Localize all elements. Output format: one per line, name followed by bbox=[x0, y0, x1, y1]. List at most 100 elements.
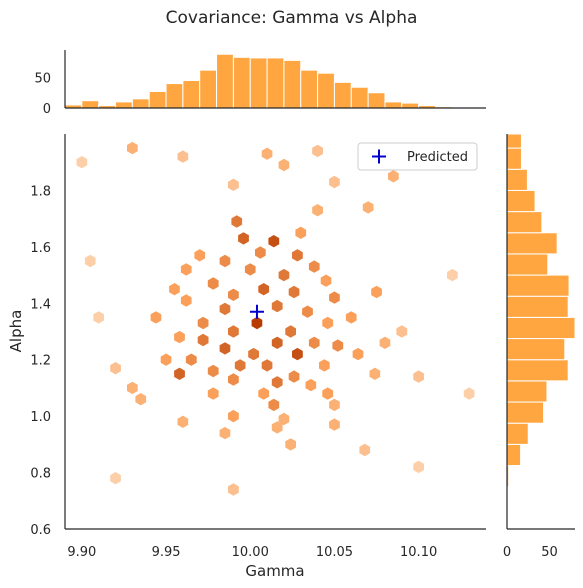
hexbin-cell bbox=[292, 249, 303, 262]
chart-title: Covariance: Gamma vs Alpha bbox=[165, 8, 418, 28]
y-tick-label: 1.4 bbox=[30, 297, 51, 312]
hexbin-cell bbox=[261, 359, 273, 372]
x-hist-bar bbox=[333, 81, 352, 109]
hexbin-cell bbox=[413, 370, 424, 383]
y-hist-bar bbox=[506, 359, 569, 382]
y-tick-label: 1.2 bbox=[30, 354, 51, 369]
y-tick-label: 0.8 bbox=[30, 467, 51, 482]
hexbin-cell bbox=[271, 299, 283, 313]
hexbin-cell bbox=[228, 483, 239, 496]
x-hist-bar bbox=[216, 53, 234, 109]
hexbin-cell bbox=[93, 311, 104, 324]
y-hist-bar bbox=[506, 316, 576, 340]
hexbin-cell bbox=[319, 359, 330, 372]
hexbin-cell bbox=[322, 316, 334, 330]
y-hist-tick-label: 0 bbox=[503, 545, 511, 560]
y-tick-label: 1.8 bbox=[30, 184, 51, 199]
y-hist-bar bbox=[506, 422, 529, 445]
hexbin-cell bbox=[231, 215, 243, 228]
x-tick-label: 10.10 bbox=[400, 545, 437, 560]
hexbin-cell bbox=[308, 336, 320, 349]
hexbin-cell bbox=[362, 201, 374, 214]
x-hist-bar bbox=[283, 59, 302, 109]
hexbin-cell bbox=[228, 409, 239, 423]
hexbin-cell bbox=[345, 311, 357, 324]
y-hist-ticks: 0 50 bbox=[503, 545, 558, 560]
y-hist-bar bbox=[506, 338, 566, 361]
hexbin-cell bbox=[110, 362, 121, 375]
y-hist-bar bbox=[506, 147, 522, 170]
hexbin-cell bbox=[332, 339, 344, 352]
legend-marker-plus bbox=[372, 149, 386, 164]
main-x-tick-labels: 9.90 9.95 10.00 10.05 10.10 bbox=[67, 545, 437, 560]
hexbin-cell bbox=[305, 378, 317, 392]
hexbin-cell bbox=[258, 387, 270, 400]
hexbin-cell bbox=[238, 232, 249, 245]
legend-label-predicted: Predicted bbox=[407, 150, 468, 165]
x-hist-bar bbox=[384, 101, 403, 109]
hexbin-cell bbox=[234, 359, 246, 372]
legend-box bbox=[357, 142, 478, 171]
hexbin-cell bbox=[110, 472, 121, 485]
hexbin-cell bbox=[268, 398, 280, 412]
hexbin-cell bbox=[194, 249, 206, 262]
legend: Predicted bbox=[357, 142, 478, 171]
hexbin-cell bbox=[251, 316, 263, 330]
hexbin-cell bbox=[219, 342, 231, 355]
hexbin-cell bbox=[278, 158, 290, 172]
y-hist-bar bbox=[506, 133, 522, 149]
hexbin-cell bbox=[228, 373, 239, 386]
x-hist-bar bbox=[81, 100, 100, 109]
hexbin-cell bbox=[127, 381, 138, 395]
hexbin-cell bbox=[271, 421, 283, 434]
hexbin-cell bbox=[127, 141, 138, 155]
y-hist-bar bbox=[506, 211, 543, 234]
hexbin-cell bbox=[219, 426, 231, 440]
hexbin-cell bbox=[292, 347, 303, 361]
x-hist-bar bbox=[165, 83, 184, 109]
hexbin-cell bbox=[388, 170, 399, 183]
hexbin-cell bbox=[177, 150, 189, 163]
y-hist-bar bbox=[506, 168, 528, 191]
x-hist-bar bbox=[131, 98, 150, 109]
y-hist-bar bbox=[506, 253, 549, 276]
hexbin-cell bbox=[285, 438, 296, 451]
y-hist-bar bbox=[506, 189, 536, 213]
hexbin-cell bbox=[359, 443, 371, 457]
y-marginal-histogram bbox=[506, 133, 576, 530]
hexbin-cell bbox=[329, 291, 340, 304]
hexbin-cell bbox=[329, 175, 340, 189]
x-hist-bar bbox=[300, 69, 319, 109]
x-tick-label: 9.90 bbox=[67, 545, 96, 560]
x-hist-bar bbox=[401, 102, 420, 109]
x-hist-bar bbox=[367, 92, 386, 109]
x-hist-bar bbox=[317, 72, 335, 109]
y-hist-bar bbox=[506, 443, 522, 467]
hexbin-cell bbox=[322, 387, 334, 400]
hexbin-cell bbox=[312, 144, 323, 158]
hexbin-cell bbox=[261, 147, 273, 160]
hexbin-cell bbox=[228, 178, 239, 191]
hexbin-cell bbox=[150, 311, 162, 324]
y-hist-bar bbox=[506, 232, 558, 255]
hexbin-cell bbox=[228, 325, 239, 338]
hexbin-cell bbox=[258, 283, 270, 296]
hexbin-cell bbox=[135, 393, 147, 406]
hexbin-cell bbox=[180, 263, 192, 276]
x-hist-bar bbox=[249, 57, 268, 109]
hexbin-cell bbox=[244, 263, 256, 276]
hexbin-cell bbox=[248, 347, 259, 361]
x-hist-bar bbox=[266, 57, 285, 109]
hexbin-layer bbox=[76, 141, 475, 496]
hexbin-cell bbox=[76, 156, 88, 169]
hexbin-cell bbox=[180, 294, 192, 307]
hexbin-cell bbox=[268, 235, 280, 248]
hexbin-cell bbox=[320, 274, 332, 287]
main-y-tick-labels: 0.6 0.8 1.0 1.2 1.4 1.6 1.8 bbox=[30, 184, 51, 538]
hexbin-cell bbox=[271, 336, 283, 349]
y-hist-bar bbox=[506, 295, 569, 318]
x-tick-label: 10.05 bbox=[316, 545, 353, 560]
hexbin-cell bbox=[329, 398, 340, 412]
hexbin-cell bbox=[312, 204, 323, 217]
